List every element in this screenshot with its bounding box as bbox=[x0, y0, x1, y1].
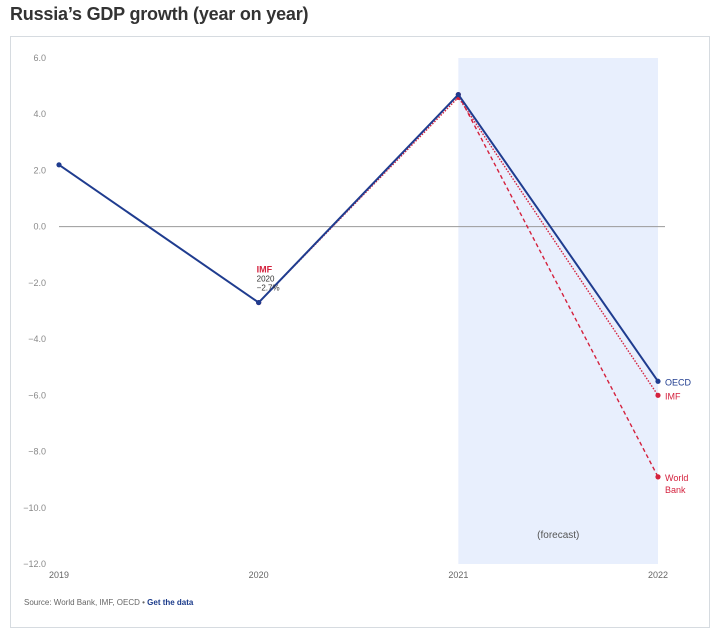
series-label: IMF bbox=[665, 391, 681, 401]
series-label: Bank bbox=[665, 485, 686, 495]
y-tick-label: −2.0 bbox=[28, 278, 46, 288]
y-tick-label: 2.0 bbox=[33, 165, 46, 175]
source-text: Source: World Bank, IMF, OECD • bbox=[24, 598, 148, 607]
x-tick-label: 2020 bbox=[249, 570, 269, 580]
chart-title: Russia’s GDP growth (year on year) bbox=[10, 4, 309, 24]
forecast-band bbox=[458, 58, 658, 564]
y-tick-label: −8.0 bbox=[28, 447, 46, 457]
series-line bbox=[58, 92, 659, 382]
chart-frame bbox=[10, 36, 710, 628]
y-tick-label: 4.0 bbox=[33, 109, 46, 119]
source-note: Source: World Bank, IMF, OECD • Get the … bbox=[24, 598, 193, 607]
x-tick-label: 2022 bbox=[648, 570, 668, 580]
y-tick-label: 0.0 bbox=[33, 222, 46, 232]
get-the-data-link[interactable]: Get the data bbox=[147, 598, 194, 607]
y-tick-label: −4.0 bbox=[28, 334, 46, 344]
annotation-value: −2.7% bbox=[257, 284, 280, 293]
data-point bbox=[655, 474, 661, 480]
y-tick-label: −12.0 bbox=[23, 559, 46, 569]
series-label: OECD bbox=[665, 377, 692, 387]
annotation-year: 2020 bbox=[257, 275, 275, 284]
annotation-series: IMF bbox=[257, 265, 273, 275]
data-point bbox=[256, 299, 262, 306]
y-tick-label: −10.0 bbox=[23, 503, 46, 513]
data-point bbox=[455, 91, 461, 98]
x-tick-label: 2021 bbox=[448, 570, 468, 580]
data-point bbox=[56, 162, 62, 168]
x-tick-label: 2019 bbox=[49, 570, 69, 580]
data-point bbox=[655, 392, 661, 398]
data-point bbox=[655, 378, 661, 384]
series-label: World bbox=[665, 473, 688, 483]
y-tick-label: −6.0 bbox=[28, 390, 46, 400]
series-line bbox=[457, 94, 659, 478]
forecast-label: (forecast) bbox=[537, 530, 579, 541]
y-tick-label: 6.0 bbox=[33, 53, 46, 63]
